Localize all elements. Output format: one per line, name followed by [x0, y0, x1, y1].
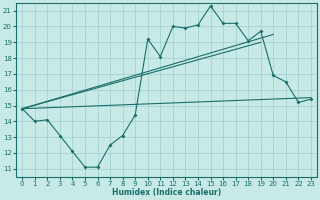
- X-axis label: Humidex (Indice chaleur): Humidex (Indice chaleur): [112, 188, 221, 197]
